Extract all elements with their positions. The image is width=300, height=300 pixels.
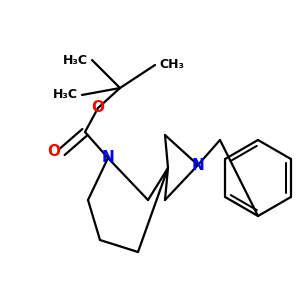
Text: O: O	[47, 145, 61, 160]
Text: H₃C: H₃C	[63, 53, 88, 67]
Text: CH₃: CH₃	[159, 58, 184, 71]
Text: O: O	[92, 100, 104, 116]
Text: N: N	[102, 151, 114, 166]
Text: H₃C: H₃C	[53, 88, 78, 101]
Text: N: N	[192, 158, 204, 172]
